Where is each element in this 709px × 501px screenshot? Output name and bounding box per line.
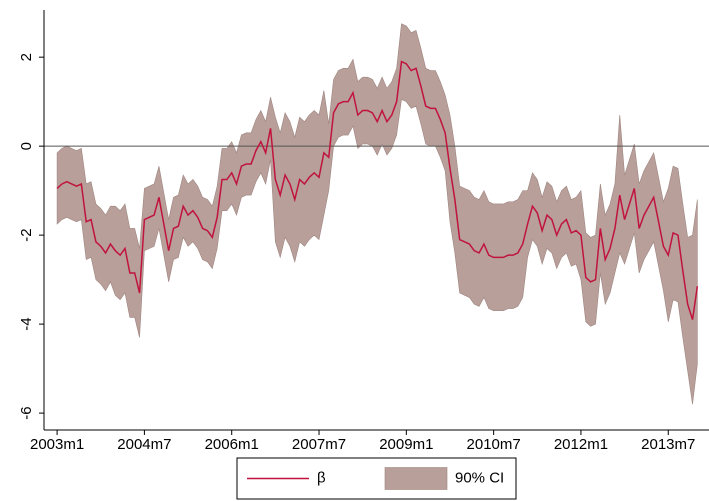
beta-line [56,60,699,320]
legend-label: 90% CI [455,469,504,486]
y-tick-label: -2 [18,228,35,241]
x-tick-label: 2013m7 [641,436,695,453]
ci-band [56,23,698,405]
x-tick-label: 2006m1 [205,436,259,453]
x-tick-label: 2007m7 [292,436,346,453]
x-tick-label: 2004m7 [117,436,171,453]
y-tick-label: 2 [18,53,35,61]
x-tick-label: 2010m7 [467,436,521,453]
legend-swatch [384,467,448,490]
y-tick-label: 0 [18,142,35,150]
x-tick-label: 2012m1 [554,436,608,453]
legend-label: β [317,469,326,486]
y-tick-label: -6 [18,406,35,419]
x-tick-label: 2009m1 [379,436,433,453]
x-tick-label: 2003m1 [30,436,84,453]
y-tick-label: -4 [18,317,35,330]
